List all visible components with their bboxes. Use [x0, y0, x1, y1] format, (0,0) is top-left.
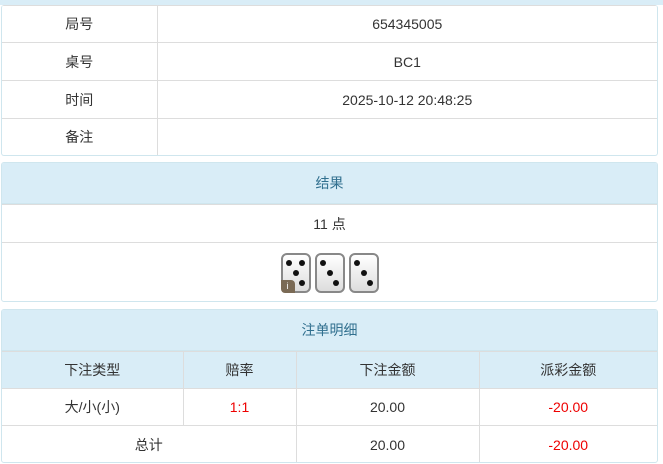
total-row: 总计 20.00 -20.00 [2, 425, 657, 462]
time-label: 时间 [2, 80, 158, 119]
die-pip [299, 259, 305, 266]
payout: -20.00 [478, 388, 657, 426]
total-payout: -20.00 [478, 425, 657, 462]
bet-type: 大/小(小) [2, 388, 184, 426]
die-5: i [280, 252, 311, 293]
note-value [156, 118, 657, 155]
total-amount: 20.00 [295, 425, 480, 462]
die-pip [299, 279, 305, 286]
bet-detail-title: 注单明细 [2, 310, 657, 351]
die-pip [354, 259, 360, 266]
die-pip [360, 269, 367, 276]
table-row: 大/小(小) 1:1 20.00 -20.00 [2, 388, 657, 426]
time-value: 2025-10-12 20:48:25 [156, 80, 657, 119]
col-payout: 派彩金额 [478, 351, 657, 389]
dice-group: i [280, 252, 379, 293]
col-bet-amount: 下注金额 [295, 351, 480, 389]
col-bet-type: 下注类型 [2, 351, 184, 389]
top-bar [0, 0, 663, 5]
die-pip [367, 279, 373, 286]
bet-detail-panel: 注单明细 下注类型 赔率 下注金额 派彩金额 大/小(小) 1:1 20.00 -20.00… [1, 309, 658, 463]
die-3 [314, 252, 345, 293]
result-points: 11 点 [2, 204, 657, 243]
die-pip [286, 259, 292, 266]
table-value: BC1 [156, 42, 657, 81]
table-label: 桌号 [2, 42, 158, 81]
die-pip [326, 269, 333, 276]
die-pip [292, 269, 299, 276]
total-label: 总计 [2, 425, 297, 462]
col-odds: 赔率 [182, 351, 297, 389]
note-label: 备注 [2, 118, 158, 155]
result-panel: 结果 11 点 i [1, 162, 658, 302]
die-pip [320, 259, 326, 266]
die-3 [348, 252, 379, 293]
odds: 1:1 [182, 388, 297, 426]
round-value: 654345005 [156, 5, 657, 43]
dice-cell: i [2, 242, 657, 301]
round-label: 局号 [2, 5, 158, 43]
bet-amount: 20.00 [295, 388, 480, 426]
die-pip [333, 279, 339, 286]
info-icon[interactable]: i [280, 279, 295, 293]
round-info-panel: 局号 654345005 桌号 BC1 时间 2025-10-12 20:48:25 … [1, 5, 658, 156]
result-title: 结果 [2, 163, 657, 204]
